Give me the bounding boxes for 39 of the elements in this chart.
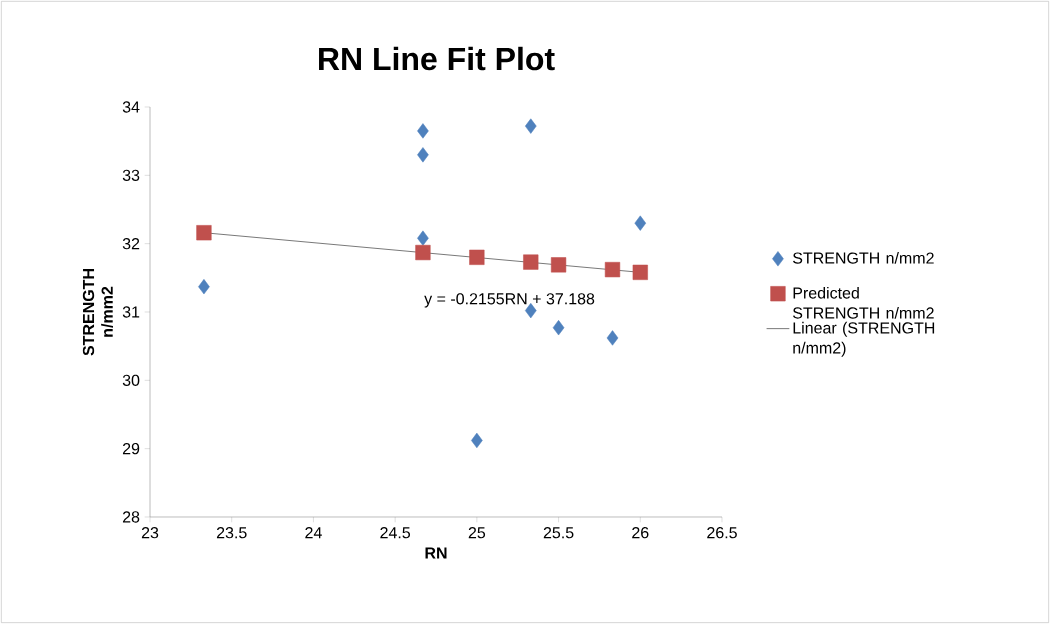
x-tick-label: 23.5 xyxy=(216,527,247,539)
x-axis-title: RN xyxy=(425,547,447,559)
y-axis-title: STRENGTH n/mm2 xyxy=(82,269,113,356)
point xyxy=(525,118,537,134)
point xyxy=(606,330,619,346)
y-tick-label: 32 xyxy=(122,238,140,250)
point xyxy=(417,123,429,139)
x-tick-label: 23 xyxy=(141,527,159,539)
point xyxy=(552,320,565,336)
point xyxy=(417,147,429,163)
y-tick-label: 29 xyxy=(122,443,140,455)
point xyxy=(523,254,539,270)
point xyxy=(198,279,210,295)
point xyxy=(196,225,212,241)
point xyxy=(550,257,567,273)
x-tick-label: 24.5 xyxy=(380,527,411,539)
point xyxy=(471,432,483,449)
point xyxy=(604,262,621,278)
point xyxy=(632,264,648,280)
point xyxy=(634,215,647,231)
legend-label: Linear (STRENGTH n/mm2) xyxy=(793,321,935,357)
x-tick-label: 26 xyxy=(632,527,649,539)
point xyxy=(469,249,485,265)
chart-title: RN Line Fit Plot xyxy=(319,46,555,71)
point xyxy=(525,303,537,319)
x-tick-label: 25 xyxy=(468,527,486,539)
x-tick-label: 26.5 xyxy=(707,527,737,539)
point xyxy=(417,230,429,246)
y-tick-label: 31 xyxy=(122,306,140,318)
x-tick-label: 25.5 xyxy=(543,527,574,539)
y-tick-label: 34 xyxy=(122,101,140,113)
annotation: y = -0.2155RN + 37.188 xyxy=(424,293,595,308)
point xyxy=(415,244,431,261)
y-tick-label: 30 xyxy=(122,374,140,386)
y-tick-label: 28 xyxy=(122,511,140,523)
x-tick-label: 24 xyxy=(305,527,322,539)
legend-label: Predicted STRENGTH n/mm2 xyxy=(793,286,934,319)
legend-label: STRENGTH n/mm2 xyxy=(793,252,934,264)
y-tick-label: 33 xyxy=(122,169,140,181)
